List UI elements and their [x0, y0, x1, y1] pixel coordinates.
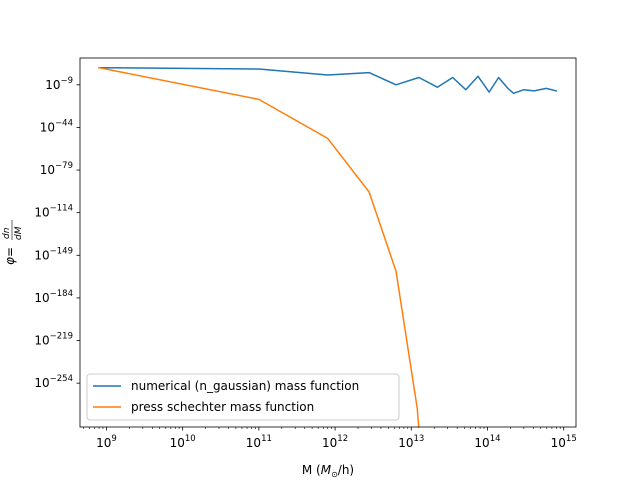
y-axis-label-equals: = — [3, 247, 17, 257]
y-axis-label-phi: φ — [3, 257, 17, 265]
legend-label-press-schechter: press schechter mass function — [131, 400, 314, 414]
x-tick-label: 109 — [96, 434, 117, 450]
x-tick-label: 1011 — [246, 434, 272, 450]
legend-label-numerical: numerical (n_gaussian) mass function — [131, 379, 359, 393]
x-axis: 109 1010 1011 1012 1013 1014 1015 — [83, 427, 577, 450]
y-axis-label-numerator: dn — [2, 227, 12, 239]
y-tick-label: 10−9 — [45, 76, 73, 92]
legend: numerical (n_gaussian) mass function pre… — [86, 373, 400, 421]
x-axis-label: M (M⊙/h) — [302, 463, 354, 479]
y-tick-label: 10−44 — [40, 118, 73, 134]
series-line-press-schechter — [98, 66, 420, 428]
y-tick-label: 10−114 — [34, 204, 73, 220]
x-tick-label: 1015 — [551, 434, 577, 450]
x-tick-label: 1012 — [322, 434, 348, 450]
y-axis-label-denominator: dM — [14, 226, 24, 240]
y-tick-label: 10−184 — [34, 289, 73, 305]
series-line-numerical — [98, 66, 558, 95]
y-tick-label: 10−149 — [34, 246, 73, 262]
x-tick-label: 1014 — [474, 434, 500, 450]
series-layer — [98, 66, 558, 428]
plot-frame — [79, 57, 577, 428]
y-axis-label: φ = dn dM — [2, 220, 24, 265]
y-tick-label: 10−219 — [34, 332, 73, 348]
x-tick-label: 1013 — [398, 434, 424, 450]
legend-box — [86, 373, 400, 421]
y-tick-label: 10−79 — [40, 161, 73, 177]
y-axis: 10−9 10−44 10−79 10−114 10−149 10−184 10−219 10… — [34, 76, 80, 390]
y-tick-label: 10−254 — [34, 374, 73, 390]
x-tick-label: 1010 — [170, 434, 196, 450]
